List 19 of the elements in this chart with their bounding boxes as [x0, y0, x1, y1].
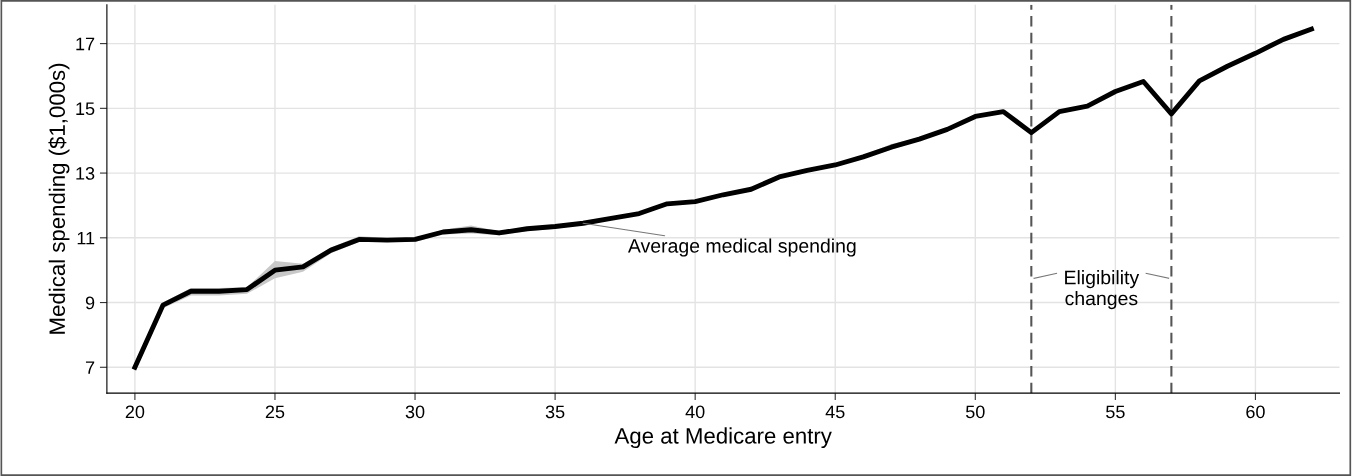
- x-tick-label: 25: [265, 405, 285, 419]
- y-tick-label: 11: [77, 231, 95, 245]
- annotation: Average medical spending: [627, 238, 856, 257]
- x-tick-label: 40: [685, 405, 705, 419]
- y-tick-label: 9: [85, 296, 95, 310]
- y-tick-label: 15: [76, 102, 95, 116]
- x-axis-title: Age at Medicare entry: [614, 427, 832, 449]
- x-tick-label: 60: [1246, 405, 1265, 419]
- x-tick-label: 50: [965, 405, 985, 419]
- annotation: Eligibility changes: [1065, 270, 1140, 310]
- x-tick-label: 30: [405, 405, 425, 419]
- x-tick-label: 20: [125, 405, 145, 419]
- y-tick-label: 17: [76, 37, 95, 51]
- x-tick-label: 45: [825, 405, 845, 419]
- x-tick-label: 55: [1106, 405, 1125, 419]
- x-tick-label: 35: [545, 405, 565, 419]
- y-tick-label: 13: [76, 167, 95, 180]
- y-axis-title: Medical spending ($1,000s): [48, 63, 70, 334]
- y-tick-label: 7: [85, 361, 95, 374]
